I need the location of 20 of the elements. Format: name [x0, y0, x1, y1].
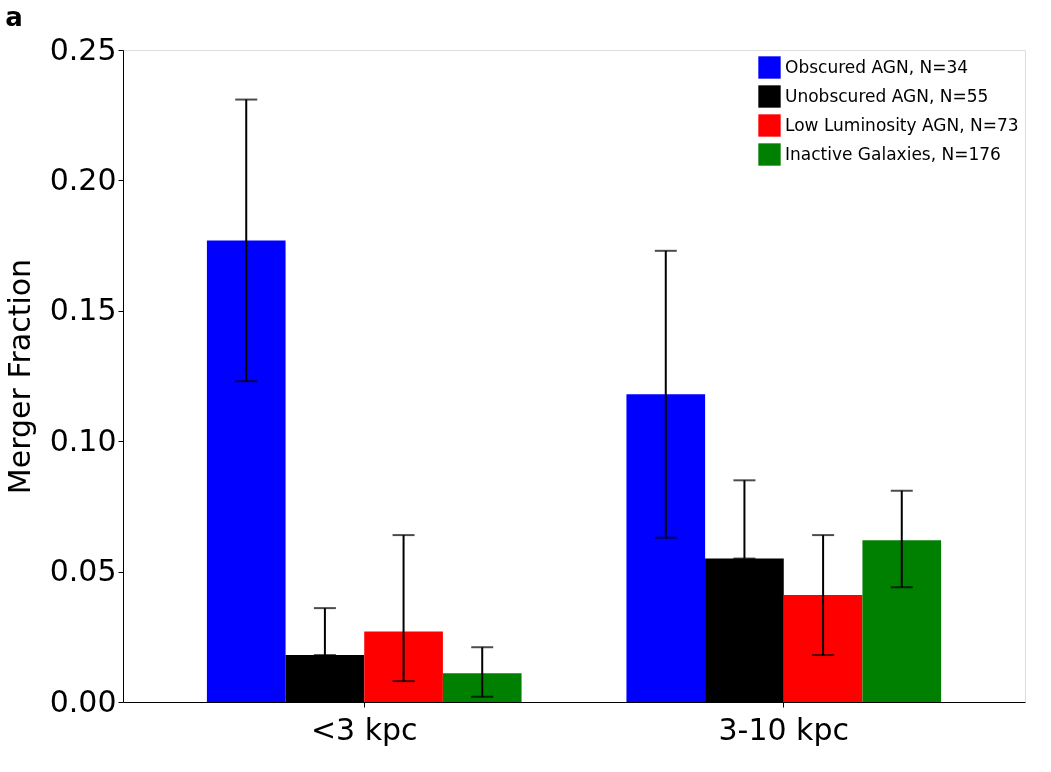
- bar: [783, 595, 863, 702]
- y-tick-label: 0.05: [49, 553, 117, 589]
- bar: [364, 631, 443, 702]
- bar: [442, 673, 522, 702]
- chart-title: a: [5, 2, 23, 32]
- bar: [206, 240, 286, 702]
- legend-label: Obscured AGN, N=34: [785, 56, 969, 77]
- y-tick-label: 0.10: [49, 422, 117, 458]
- y-tick-label: 0.15: [49, 292, 117, 328]
- legend-label: Low Luminosity AGN, N=73: [785, 114, 1019, 135]
- x-tick-label: <3 kpc: [310, 711, 418, 747]
- legend-label: Unobscured AGN, N=55: [785, 85, 989, 106]
- y-tick-label: 0.20: [49, 161, 117, 197]
- x-tick-label: 3-10 kpc: [718, 711, 850, 747]
- bar: [862, 540, 942, 702]
- y-axis-title: Merger Fraction: [1, 258, 37, 495]
- bar: [626, 394, 706, 702]
- y-tick-label: 0.25: [49, 31, 117, 67]
- legend-label: Inactive Galaxies, N=176: [785, 143, 1001, 164]
- y-tick-label: 0.00: [49, 683, 117, 719]
